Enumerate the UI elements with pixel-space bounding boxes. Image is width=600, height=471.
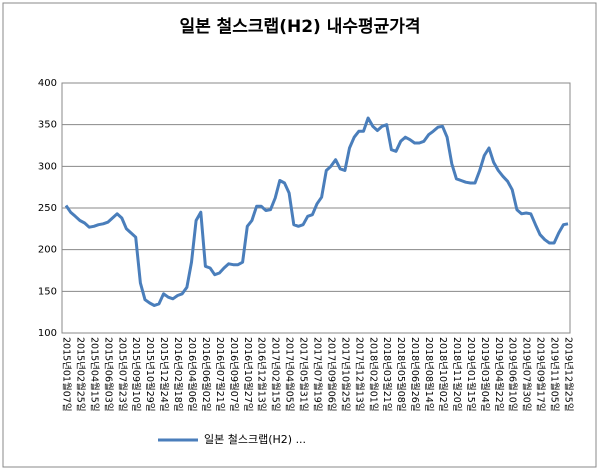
y-tick-label: 300 [38,161,57,172]
x-tick-label: 2017년05월31일 [298,337,310,412]
x-tick-label: 2019년01월15일 [465,337,477,412]
legend-label: 일본 철스크랩(H2) ... [204,432,306,446]
x-tick-label: 2017년10월25일 [339,337,351,412]
x-tick-label: 2015년07월23일 [116,337,128,412]
x-tick-label: 2019년09월17일 [535,337,547,412]
x-tick-label: 2016년10월27일 [242,337,254,412]
x-tick-label: 2019년12월25일 [563,337,575,412]
x-tick-label: 2016년12월13일 [256,337,268,412]
x-tick-label: 2018년10월02일 [437,337,449,412]
x-tick-label: 2015년06월03일 [102,337,114,412]
y-tick-label: 200 [38,245,57,256]
y-tick-label: 150 [38,286,57,297]
y-tick-label: 400 [38,78,57,89]
x-tick-label: 2017년04월05일 [284,337,296,412]
x-tick-label: 2018년06월26일 [409,337,421,412]
x-tick-label: 2016년07월21일 [214,337,226,412]
x-tick-label: 2017년02월15일 [270,337,282,412]
x-tick-label: 2019년04월22일 [493,337,505,412]
x-tick-label: 2016년02월18일 [172,337,184,412]
x-tick-label: 2017년12월13일 [353,337,365,412]
x-tick-label: 2015년12월24일 [158,337,170,412]
x-tick-label: 2019년07월30일 [521,337,533,412]
x-tick-label: 2017년07월19일 [312,337,324,412]
x-tick-label: 2018년05월08일 [395,337,407,412]
x-tick-label: 2017년09월06일 [325,337,337,412]
y-tick-label: 250 [38,203,57,214]
x-tick-label: 2018년11월20일 [451,337,463,412]
x-tick-label: 2019년11월05일 [549,337,561,412]
data-line [64,116,569,307]
chart-title: 일본 철스크랩(H2) 내수평균가격 [179,17,420,37]
y-tick-label: 350 [38,120,57,131]
x-tick-label: 2018년08월14일 [423,337,435,412]
x-tick-label: 2015년09월10일 [130,337,142,412]
x-tick-label: 2016년06월02일 [200,337,212,412]
x-tick-label: 2019년06월10일 [507,337,519,412]
x-tick-label: 2018년03월21일 [381,337,393,412]
x-tick-label: 2018년02월01일 [367,337,379,412]
x-tick-label: 2016년04월06일 [186,337,198,412]
y-tick-label: 100 [38,328,57,339]
x-tick-label: 2019년03월04일 [479,337,491,412]
x-tick-label: 2016년09월07일 [228,337,240,412]
x-tick-label: 2015년04월15일 [88,337,100,412]
x-tick-label: 2015년10월29일 [144,337,156,412]
x-tick-label: 2015년02월25일 [74,337,86,412]
x-tick-label: 2015년01월07일 [61,337,73,412]
